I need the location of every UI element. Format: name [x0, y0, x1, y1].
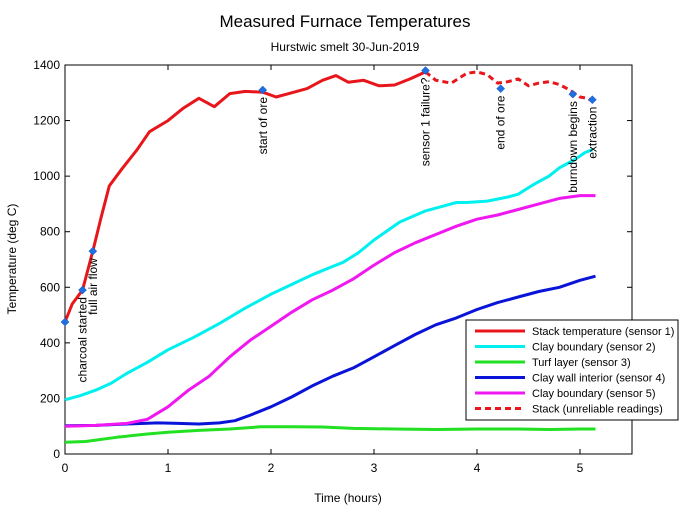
- annotation-marker: [78, 285, 87, 295]
- legend-label: Clay boundary (sensor 5): [532, 388, 656, 400]
- chart-title: Measured Furnace Temperatures: [219, 12, 470, 31]
- legend-label: Clay wall interior (sensor 4): [532, 373, 665, 385]
- annotation-marker: [568, 89, 578, 99]
- legend-label: Clay boundary (sensor 2): [532, 342, 656, 354]
- series-line-1: [63, 70, 427, 323]
- annotation-label: sensor 1 failure?: [419, 77, 433, 166]
- x-tick-label: 1: [165, 461, 172, 475]
- series-line-4: [64, 274, 596, 428]
- series-lines: [63, 70, 596, 444]
- y-tick-label: 600: [40, 280, 60, 294]
- legend-label: Stack temperature (sensor 1): [532, 326, 674, 338]
- legend-label: Turf layer (sensor 3): [532, 357, 631, 369]
- x-tick-label: 4: [474, 461, 481, 475]
- y-tick-label: 400: [40, 336, 60, 350]
- series-line-5: [64, 194, 596, 428]
- annotation-marker: [60, 317, 70, 327]
- chart-subtitle: Hurstwic smelt 30-Jun-2019: [271, 40, 420, 54]
- annotation-label: burndown begins: [566, 101, 580, 192]
- y-axis-label: Temperature (deg C): [5, 204, 19, 315]
- x-tick-label: 0: [62, 461, 69, 475]
- annotation-marker: [421, 66, 430, 75]
- y-tick-label: 200: [40, 391, 60, 405]
- annotation-label: full air flow: [86, 258, 100, 315]
- annotation-marker: [588, 95, 597, 105]
- x-tick-label: 3: [371, 461, 378, 475]
- x-tick-label: 5: [577, 461, 584, 475]
- y-tick-label: 1000: [33, 169, 60, 183]
- annotation-marker: [496, 84, 506, 93]
- y-tick-label: 1200: [33, 114, 60, 128]
- legend: Stack temperature (sensor 1) Clay boundar…: [465, 319, 679, 421]
- annotation-label: start of ore: [256, 97, 270, 155]
- annotation-label: end of ore: [494, 95, 508, 149]
- legend-label: Stack (unreliable readings): [532, 404, 663, 416]
- plot-area: [64, 64, 633, 455]
- annotation-marker: [258, 85, 268, 95]
- y-tick-label: 0: [53, 447, 60, 461]
- series-line-2: [64, 148, 593, 402]
- series-line-3: [64, 425, 596, 444]
- annotation-label: extraction: [585, 107, 599, 159]
- y-tick-label: 1400: [33, 58, 60, 72]
- x-axis-label: Time (hours): [314, 491, 382, 505]
- legend-box: [465, 319, 679, 421]
- series-line-6: [424, 70, 594, 103]
- annotation-marker: [88, 246, 98, 256]
- x-tick-label: 2: [268, 461, 275, 475]
- y-tick-label: 800: [40, 225, 60, 239]
- annotation-label: charcoal started: [76, 297, 90, 382]
- legend-items: Stack temperature (sensor 1) Clay boundar…: [475, 326, 674, 416]
